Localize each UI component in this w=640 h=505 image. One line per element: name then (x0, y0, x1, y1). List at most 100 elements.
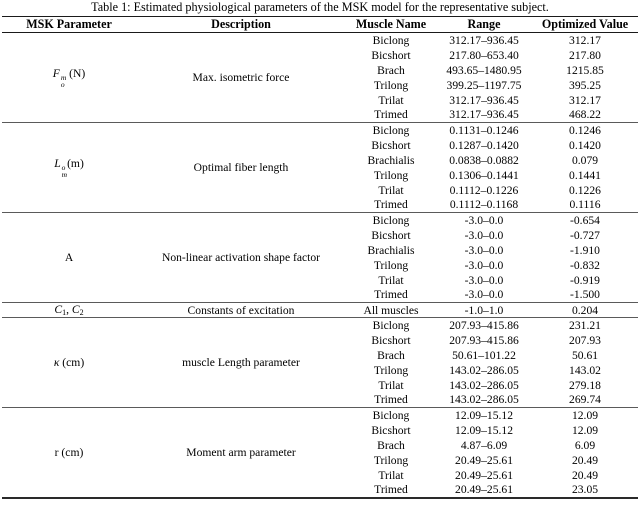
range-cell: -3.0–0.0 (464, 228, 504, 242)
optimized-value-cell: 217.80 (569, 48, 601, 62)
table-row: Trilong 0.1306–0.1441 0.1441 (2, 168, 638, 183)
range-cell: 0.1112–0.1168 (449, 198, 519, 212)
muscle-name-cell: Bicshort (371, 228, 411, 242)
table-row: Brach 4.87–6.09 6.09 (2, 438, 638, 453)
range-cell: 207.93–415.86 (449, 333, 519, 347)
range-cell: 0.1287–0.1420 (449, 138, 519, 152)
muscle-name-cell: Trilong (373, 258, 409, 272)
muscle-name-cell: Trilat (378, 273, 404, 287)
optimized-value-cell: 0.204 (571, 303, 599, 317)
parameter-symbol: F (52, 67, 60, 80)
table-caption: Table 1: Estimated physiological paramet… (91, 0, 549, 14)
muscle-name-cell: Trilong (373, 453, 409, 467)
range-cell: 312.17–936.45 (449, 93, 519, 107)
muscle-name-cell: Trilong (373, 363, 409, 377)
range-cell: -3.0–0.0 (464, 273, 504, 287)
optimized-value-cell: -1.500 (570, 288, 600, 302)
parameter-superscript: m (60, 73, 67, 82)
range-cell: 399.25–1197.75 (446, 78, 522, 92)
table-row: A Non-linear activation shape factor Biclo… (2, 213, 638, 264)
parameter-subscript: o (60, 80, 65, 89)
table-row: r (cm) Moment arm parameter Biclong 12.09–1… (2, 408, 638, 459)
header-row: MSK Parameter Description Muscle Name Ra… (2, 16, 638, 33)
optimized-value-cell: 0.079 (571, 153, 599, 167)
optimized-value-cell: 269.74 (569, 393, 601, 407)
optimized-value-cell: 279.18 (569, 378, 601, 392)
range-cell: 143.02–286.05 (449, 393, 519, 407)
muscle-name-cell: Bicshort (371, 48, 411, 62)
optimized-value-cell: 6.09 (574, 438, 596, 452)
parameter-text: , (66, 303, 72, 316)
range-cell: -3.0–0.0 (464, 213, 504, 227)
parameter-cell: A (2, 213, 136, 303)
muscle-name-cell: Bicshort (371, 333, 411, 347)
range-cell: 207.93–415.86 (449, 318, 519, 332)
optimized-value-cell: 207.93 (569, 333, 601, 347)
optimized-value-cell: 20.49 (571, 468, 599, 482)
muscle-name-cell: Bicshort (371, 138, 411, 152)
range-cell: 0.1306–0.1441 (449, 168, 519, 182)
table-header: MSK Parameter Description Muscle Name Ra… (2, 16, 638, 33)
range-cell: 20.49–25.61 (455, 468, 513, 482)
range-cell: 143.02–286.05 (449, 378, 519, 392)
table-row: Trilat 20.49–25.61 20.49 (2, 468, 638, 483)
range-cell: 20.49–25.61 (455, 453, 513, 467)
range-cell: 4.87–6.09 (460, 438, 508, 452)
table-row: Trilat 143.02–286.05 279.18 (2, 378, 638, 393)
table-row: Trilong 143.02–286.05 143.02 (2, 363, 638, 378)
parameter-group-4: κ (cm) muscle Length parameter Biclong 207.… (2, 317, 638, 408)
range-cell: 50.61–101.22 (452, 348, 516, 362)
parameter-cell: C1, C2 (2, 303, 136, 318)
range-cell: -3.0–0.0 (464, 243, 504, 257)
range-cell: 217.80–653.40 (449, 48, 519, 62)
table-row: Brachialis 0.0838–0.0882 0.079 (2, 153, 638, 168)
optimized-value-cell: -0.919 (570, 273, 600, 287)
parameter-symbol: κ (53, 356, 60, 369)
table-row: Trilong 399.25–1197.75 395.25 (2, 78, 638, 93)
optimized-value-cell: -0.727 (570, 228, 600, 242)
muscle-name-cell: Brachialis (367, 153, 415, 167)
range-cell: 20.49–25.61 (455, 483, 513, 496)
description-cell: Optimal fiber length (193, 161, 289, 174)
optimized-value-cell: 143.02 (569, 363, 601, 377)
table-row: Bicshort -3.0–0.0 -0.727 (2, 228, 638, 243)
parameter-cell: r (cm) (2, 408, 136, 498)
optimized-value-cell: 20.49 (571, 453, 599, 467)
range-cell: 12.09–15.12 (455, 423, 513, 437)
description-cell: Constants of excitation (187, 303, 295, 317)
muscle-name-cell: Brach (377, 63, 405, 77)
optimized-value-cell: -0.832 (570, 258, 600, 272)
muscle-name-cell: Bicshort (371, 423, 411, 437)
table-row: Brach 493.65–1480.95 1215.85 (2, 63, 638, 78)
table-row: Trimed 312.17–936.45 468.22 (2, 108, 638, 123)
description-cell: Moment arm parameter (186, 445, 296, 459)
muscle-name-cell: Trilat (378, 378, 404, 392)
muscle-name-cell: Trilat (378, 468, 404, 482)
table-row: Trilat -3.0–0.0 -0.919 (2, 273, 638, 288)
optimized-value-cell: 231.21 (569, 318, 601, 332)
parameter-group-5: r (cm) Moment arm parameter Biclong 12.09–1… (2, 407, 638, 498)
muscle-name-cell: Trimed (374, 483, 408, 496)
muscle-name-cell: Trimed (374, 288, 408, 302)
table-row: Trimed 0.1112–0.1168 0.1116 (2, 198, 638, 213)
column-header-optimized-value: Optimized Value (532, 16, 638, 33)
table-row: κ (cm) muscle Length parameter Biclong 207.… (2, 318, 638, 369)
parameter-subscript: 2 (79, 308, 84, 317)
optimized-value-cell: 12.09 (571, 423, 599, 437)
optimized-value-cell: 50.61 (571, 348, 599, 362)
parameter-symbol: L (54, 157, 61, 170)
optimized-value-cell: 0.1116 (569, 198, 601, 212)
table-row: Trilong 20.49–25.61 20.49 (2, 453, 638, 468)
column-header-range: Range (436, 16, 532, 33)
optimized-value-cell: 12.09 (571, 408, 599, 422)
column-header-msk-parameter: MSK Parameter (2, 16, 136, 33)
range-cell: 312.17–936.45 (449, 108, 519, 122)
description-cell: Max. isometric force (192, 71, 290, 84)
parameter-subscript: 1 (62, 308, 67, 317)
optimized-value-cell: 312.17 (569, 33, 601, 47)
